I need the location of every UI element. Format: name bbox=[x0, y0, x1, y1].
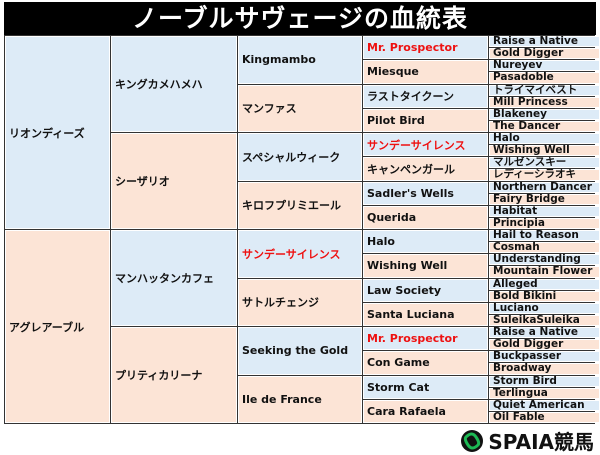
pedigree-cell-gen5: Pasadoble bbox=[489, 72, 600, 84]
pedigree-cell-gen4: サンデーサイレンス bbox=[363, 133, 488, 157]
pedigree-cell-gen5: マルゼンスキー bbox=[489, 157, 600, 169]
pedigree-cell-gen3: サトルチェンジ bbox=[238, 278, 362, 326]
pedigree-cell-gen3: サンデーサイレンス bbox=[238, 230, 362, 278]
pedigree-cell-gen2: プリティカリーナ bbox=[111, 327, 237, 423]
pedigree-cell-gen4: Wishing Well bbox=[363, 254, 488, 278]
pedigree-cell-gen5: Cosmah bbox=[489, 242, 600, 254]
pedigree-cell-gen5: トライマイベスト bbox=[489, 84, 600, 96]
pedigree-cell-gen2: シーザリオ bbox=[111, 133, 237, 229]
pedigree-cell-gen5: Northern Dancer bbox=[489, 181, 600, 193]
pedigree-cell-gen3: Ile de France bbox=[238, 375, 362, 423]
pedigree-cell-gen5: Hail to Reason bbox=[489, 230, 600, 242]
pedigree-cell-gen5: Buckpasser bbox=[489, 351, 600, 363]
pedigree-cell-gen5: Bold Bikini bbox=[489, 290, 600, 302]
pedigree-cell-gen5: Mill Princess bbox=[489, 96, 600, 108]
pedigree-cell-gen5: Luciano bbox=[489, 302, 600, 314]
pedigree-cell-gen4: Pilot Bird bbox=[363, 108, 488, 132]
pedigree-cell-gen3: スペシャルウィーク bbox=[238, 133, 362, 181]
pedigree-cell-gen5: Wishing Well bbox=[489, 145, 600, 157]
pedigree-cell-gen5: Alleged bbox=[489, 278, 600, 290]
pedigree-cell-gen4: Storm Cat bbox=[363, 375, 488, 399]
pedigree-cell-gen5: Habitat bbox=[489, 205, 600, 217]
pedigree-cell-gen5: Mountain Flower bbox=[489, 266, 600, 278]
pedigree-cell-gen5: Raise a Native bbox=[489, 327, 600, 339]
pedigree-cell-gen2: キングカメハメハ bbox=[111, 36, 237, 132]
pedigree-cell-gen5: Terlingua bbox=[489, 387, 600, 399]
pedigree-cell-gen5: Quiet American bbox=[489, 399, 600, 411]
pedigree-cell-gen5: Gold Digger bbox=[489, 339, 600, 351]
pedigree-cell-gen5: Oil Fable bbox=[489, 411, 600, 423]
pedigree-cell-gen5: SuleikaSuleika bbox=[489, 314, 600, 326]
pedigree-cell-gen4: Halo bbox=[363, 230, 488, 254]
pedigree-cell-gen4: Santa Luciana bbox=[363, 302, 488, 326]
spaia-knot-icon bbox=[461, 429, 484, 452]
pedigree-cell-gen5: Storm Bird bbox=[489, 375, 600, 387]
pedigree-cell-gen4: Con Game bbox=[363, 351, 488, 375]
pedigree-cell-gen5: レディーシラオキ bbox=[489, 169, 600, 181]
pedigree-cell-gen4: Mr. Prospector bbox=[363, 36, 488, 60]
pedigree-cell-gen3: マンファス bbox=[238, 84, 362, 132]
pedigree-cell-gen2: マンハッタンカフェ bbox=[111, 230, 237, 326]
spaia-logo: SPAIA競馬 bbox=[460, 426, 594, 455]
pedigree-cell-gen5: Fairy Bridge bbox=[489, 193, 600, 205]
pedigree-cell-gen4: Querida bbox=[363, 205, 488, 229]
pedigree-cell-gen4: キャンペンガール bbox=[363, 157, 488, 181]
pedigree-cell-gen5: Nureyev bbox=[489, 60, 600, 72]
pedigree-table: リオンディーズ アグレアーブル キングカメハメハ シーザリオ マンハッタンカフェ プリティ… bbox=[4, 35, 600, 424]
pedigree-cell-gen4: Sadler's Wells bbox=[363, 181, 488, 205]
logo-text: SPAIA競馬 bbox=[488, 430, 594, 454]
pedigree-cell-gen5: Broadway bbox=[489, 363, 600, 375]
page-title: ノーブルサヴェージの血統表 bbox=[4, 2, 596, 35]
pedigree-cell-gen5: Principia bbox=[489, 217, 600, 229]
pedigree-cell-gen5: Halo bbox=[489, 133, 600, 145]
pedigree-cell-gen5: The Dancer bbox=[489, 120, 600, 132]
pedigree-cell-gen5: Gold Digger bbox=[489, 48, 600, 60]
pedigree-cell-gen5: Raise a Native bbox=[489, 36, 600, 48]
pedigree-cell-gen5: Understanding bbox=[489, 254, 600, 266]
pedigree-cell-gen1: リオンディーズ bbox=[5, 36, 110, 229]
pedigree-cell-gen4: Law Society bbox=[363, 278, 488, 302]
pedigree-cell-gen4: Mr. Prospector bbox=[363, 327, 488, 351]
pedigree-cell-gen3: Seeking the Gold bbox=[238, 327, 362, 375]
pedigree-cell-gen4: ラストタイクーン bbox=[363, 84, 488, 108]
pedigree-cell-gen4: Cara Rafaela bbox=[363, 399, 488, 423]
pedigree-cell-gen4: Miesque bbox=[363, 60, 488, 84]
pedigree-cell-gen3: キロフプリミエール bbox=[238, 181, 362, 229]
pedigree-cell-gen3: Kingmambo bbox=[238, 36, 362, 84]
pedigree-cell-gen5: Blakeney bbox=[489, 108, 600, 120]
pedigree-cell-gen1: アグレアーブル bbox=[5, 230, 110, 423]
